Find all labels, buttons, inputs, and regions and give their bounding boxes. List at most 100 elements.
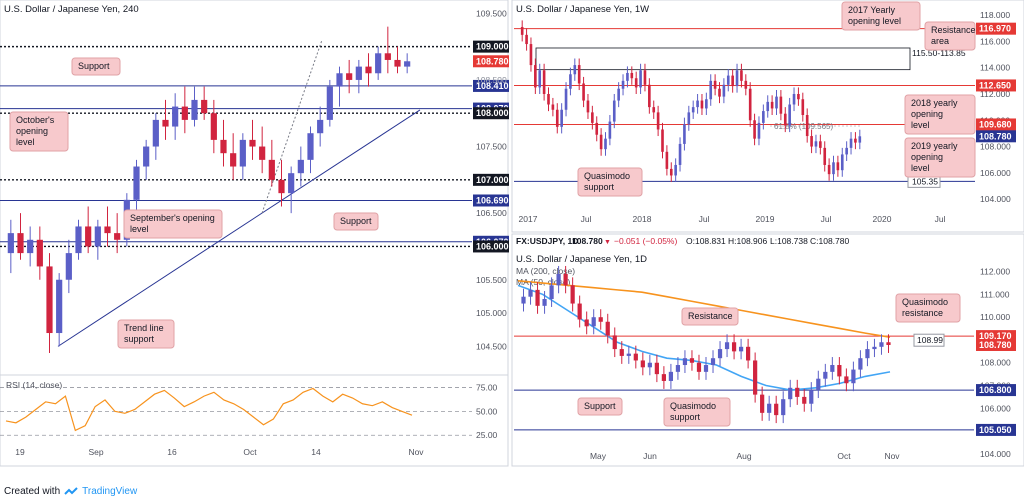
candle-240: [152, 119, 159, 147]
candle-1w: [643, 70, 647, 85]
candle-240: [181, 106, 188, 120]
candle-240: [162, 119, 169, 127]
callout-support-240-top-text: Support: [78, 61, 110, 71]
level-tag-1w-bg: [976, 118, 1016, 131]
candle-1w: [709, 80, 713, 100]
tradingview-logo-icon[interactable]: [64, 486, 78, 496]
candle-240: [36, 239, 43, 267]
y-tick-240: 107.500: [476, 142, 507, 152]
candle-1d: [703, 365, 709, 372]
callout-support-1d-box: [577, 397, 623, 416]
candle-1d: [753, 360, 758, 395]
level-tag-1w: 109.680: [979, 119, 1012, 129]
y-tick-240: 105.000: [476, 308, 507, 318]
callout-quasimodo-resistance-text: Quasimodo: [902, 297, 948, 307]
candle-1d: [591, 317, 596, 327]
candle-1d: [760, 394, 765, 413]
candle-240: [317, 119, 324, 134]
candle-1w: [577, 65, 581, 84]
candle-1w: [810, 136, 813, 147]
y-tick-1w: 114.000: [980, 63, 1010, 73]
callout-2019-open-box: [904, 137, 976, 178]
rsi-label: RSI (14, close): [6, 380, 62, 390]
legend-ma50: MA (50, close): [516, 277, 570, 287]
y-tick-240: 109.500: [476, 8, 507, 18]
callout-support-240-top-box: [71, 57, 121, 76]
candle-1w: [591, 112, 594, 123]
change-1d: −0.051 (−0.05%): [614, 236, 677, 246]
candle-1d: [647, 362, 652, 368]
candle-1d: [605, 321, 610, 336]
candle-1w: [788, 104, 791, 126]
candle-1w: [805, 115, 809, 137]
candle-1w: [599, 134, 603, 150]
candle-1d: [830, 365, 835, 372]
candle-240: [172, 106, 179, 127]
candle-240: [278, 179, 285, 194]
candle-240: [56, 279, 63, 334]
y-tick-240: 104.500: [476, 341, 507, 351]
callout-quasimodo-support-1w-box: [577, 167, 643, 197]
candle-1w: [529, 44, 533, 66]
candle-1d: [823, 371, 828, 379]
candle-1d: [668, 371, 674, 381]
candle-240: [220, 139, 227, 154]
candle-240: [104, 226, 111, 234]
candle-1w: [683, 124, 686, 144]
candle-1w: [551, 104, 555, 110]
candle-1w: [845, 147, 848, 155]
callout-quasimodo-resistance-box: [895, 293, 961, 323]
footer-brand: Created with: [4, 485, 61, 497]
candle-1w: [520, 26, 524, 35]
level-tag-1d: 105.050: [979, 425, 1012, 435]
candle-1w: [538, 70, 542, 88]
callout-2018-open-text: 2018 yearly: [911, 98, 958, 108]
callout-october-open-box: [9, 111, 69, 152]
last-price-1w: 108.780: [979, 131, 1012, 141]
last-price-1d-bg: [976, 338, 1016, 351]
candle-1d: [865, 349, 870, 359]
candle-1d: [563, 273, 568, 286]
x-tick-1w: Jul: [935, 214, 946, 224]
candle-1w: [762, 111, 765, 123]
candle-1w: [665, 151, 669, 169]
candle-240: [210, 113, 217, 140]
x-tick-240: Oct: [243, 447, 257, 457]
candle-1w: [766, 101, 770, 112]
candle-240: [297, 159, 304, 174]
x-tick-1d: May: [590, 451, 607, 461]
candle-1d: [682, 358, 688, 366]
candle-1d: [738, 346, 744, 352]
level-tag-1w-bg: [976, 79, 1016, 92]
last-price-240: 108.780: [476, 56, 509, 66]
candle-1w: [634, 78, 638, 88]
candle-1d: [724, 342, 730, 350]
candle-1w: [547, 93, 550, 105]
callout-2019-open-text: level: [911, 163, 930, 173]
y-tick-1w: 118.000: [980, 10, 1010, 20]
candle-1d: [781, 399, 786, 416]
callout-september-open-box: [123, 209, 223, 239]
ma200-line: [517, 279, 891, 339]
candle-1w: [797, 93, 800, 100]
ma-price-1d: 108.99: [917, 335, 943, 345]
y-tick-1w: 116.000: [980, 36, 1010, 46]
candle-1w: [569, 74, 572, 89]
candle-1w: [783, 113, 787, 126]
candle-1w: [849, 138, 853, 148]
level-tag-240: 106.000: [476, 241, 509, 251]
candle-1d: [809, 390, 814, 404]
candle-1w: [705, 99, 708, 109]
candle-1d: [710, 358, 716, 366]
x-tick-1w: Jul: [821, 214, 832, 224]
candle-1w: [819, 141, 822, 148]
candle-1d: [542, 298, 547, 306]
callout-support-1d-text: Support: [584, 401, 616, 411]
candle-1w: [630, 72, 634, 79]
candle-1d: [816, 378, 821, 391]
zone-box-1w: [535, 47, 911, 71]
candle-1w: [674, 164, 677, 176]
footer-logo-text[interactable]: TradingView: [82, 485, 138, 497]
last-1d: 108.780: [572, 236, 603, 246]
low-1d: L:108.738: [770, 236, 808, 246]
